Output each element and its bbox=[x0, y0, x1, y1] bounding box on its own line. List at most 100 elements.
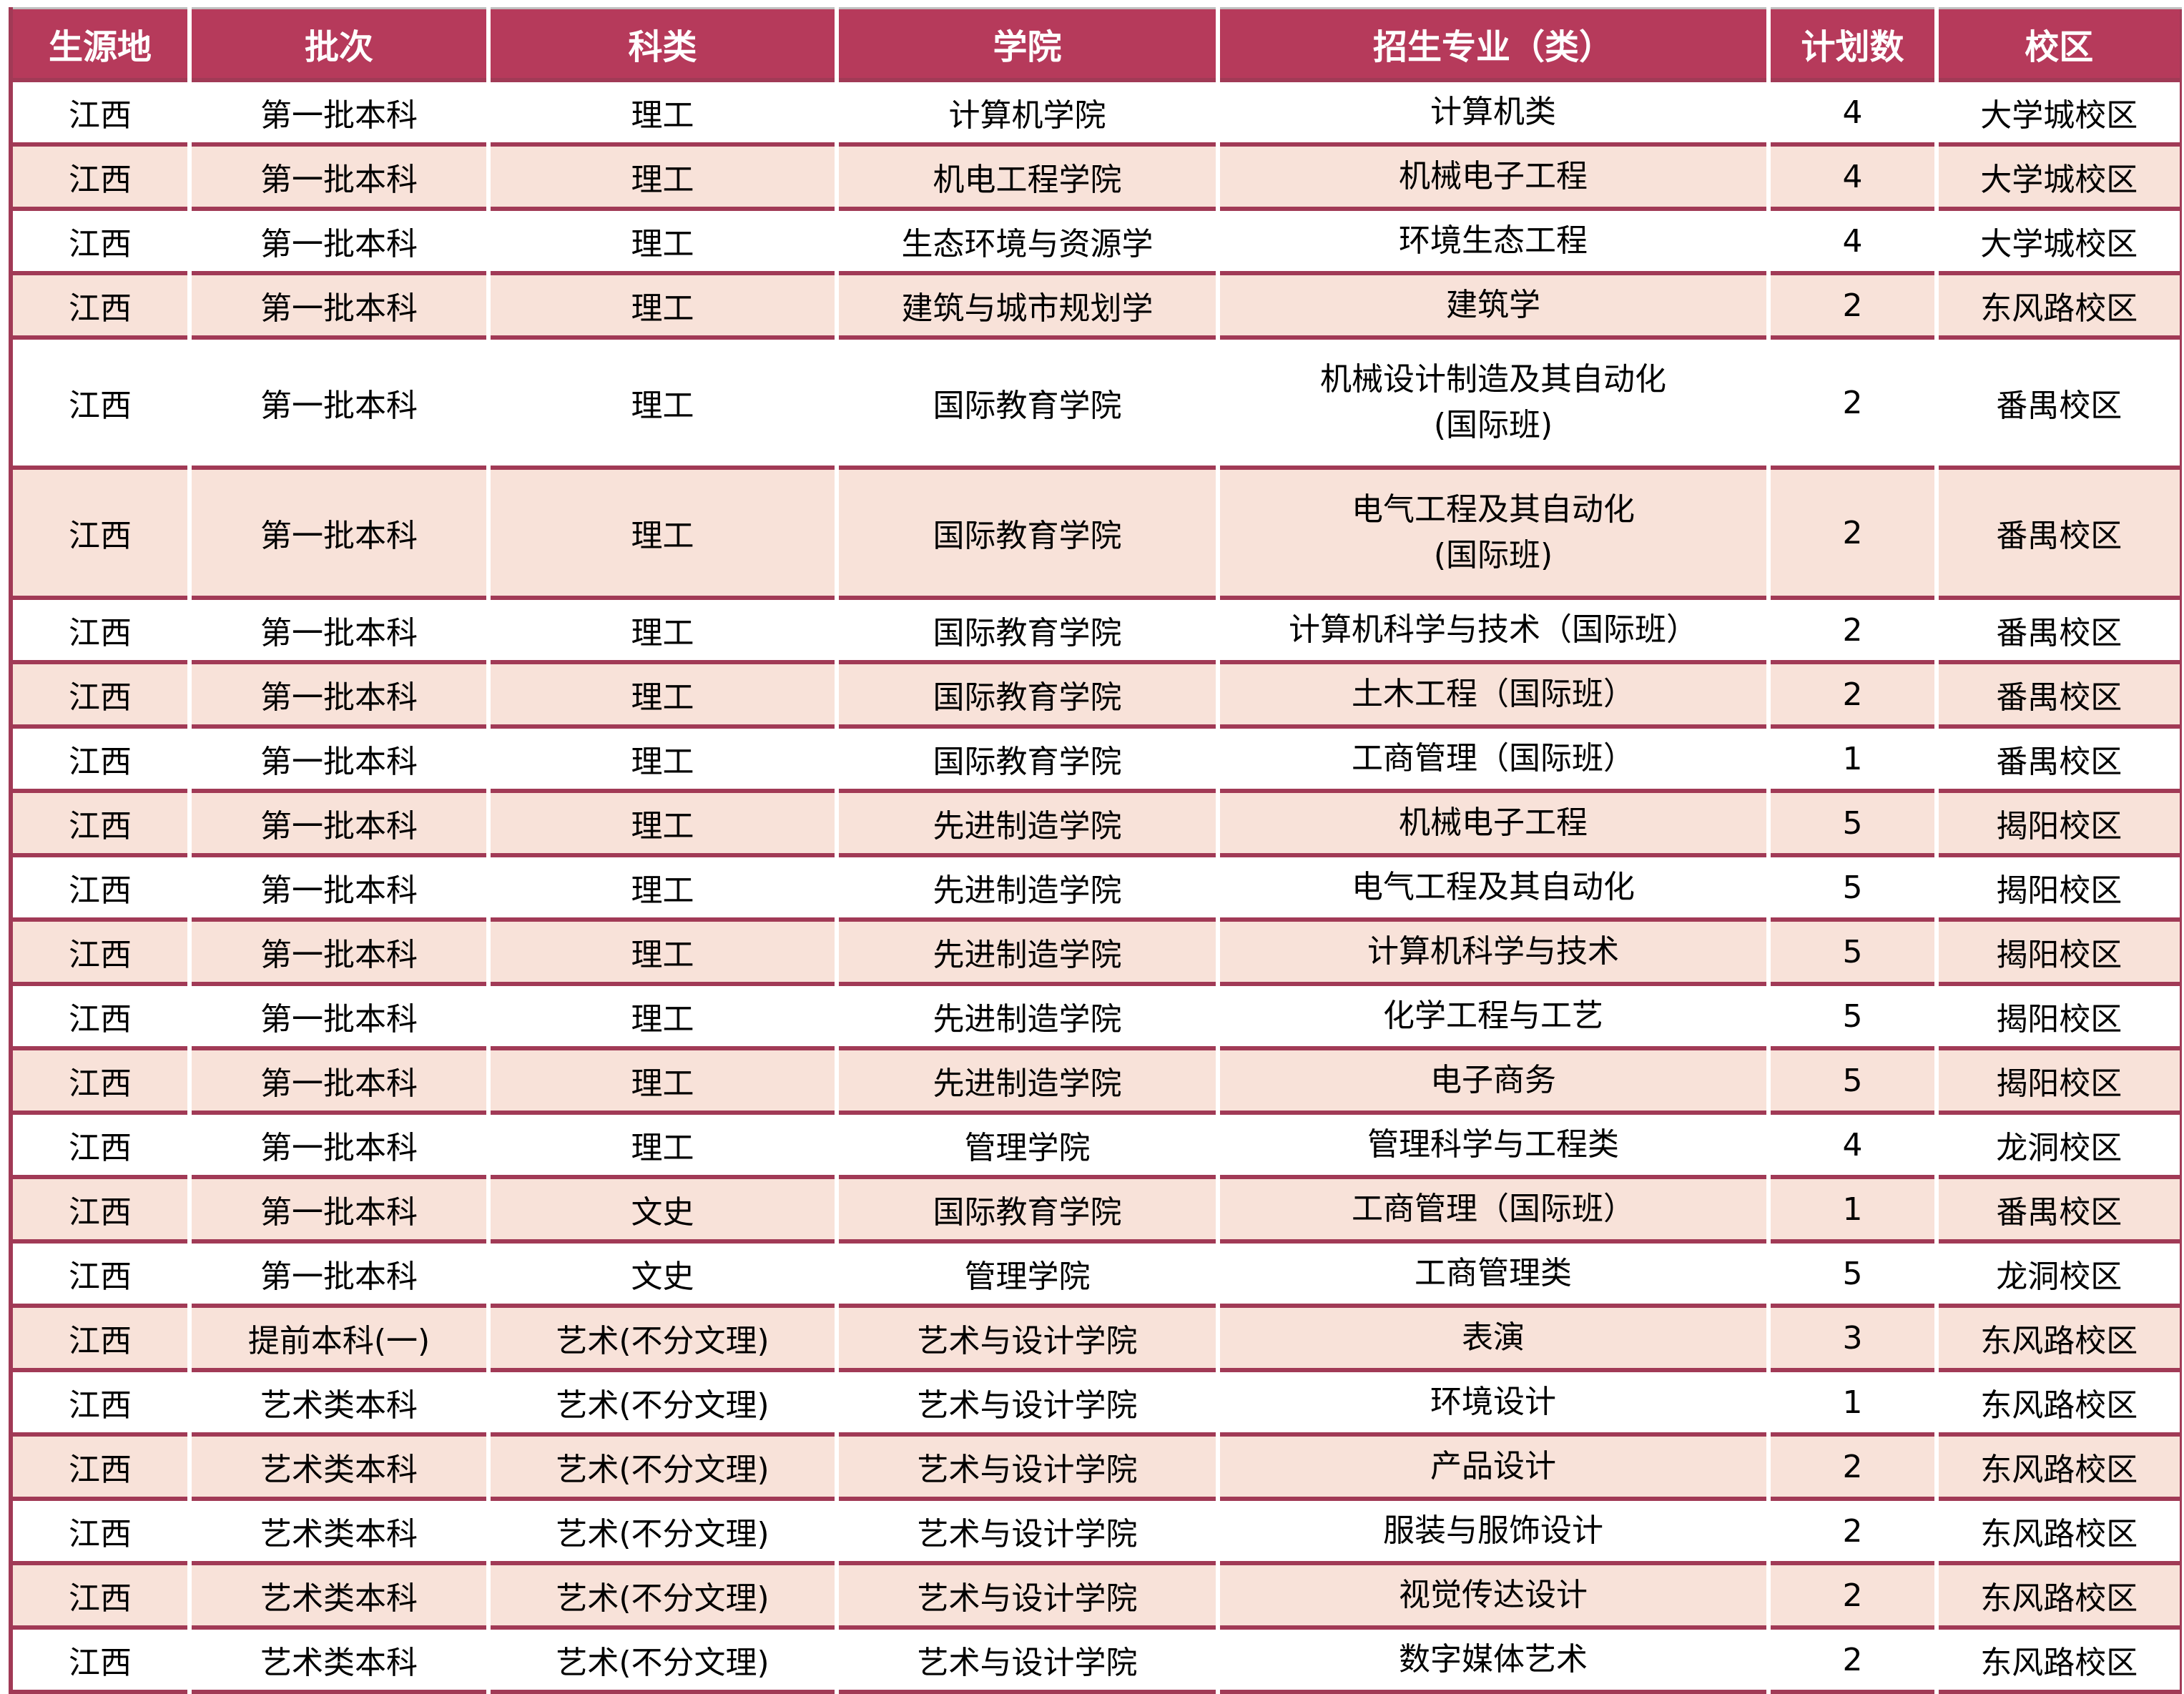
cell-plan: 1 bbox=[1766, 1368, 1937, 1434]
cell-campus: 大学城校区 bbox=[1934, 142, 2180, 209]
cell-major: 机械电子工程 bbox=[1216, 789, 1769, 855]
cell-category: 理工 bbox=[486, 271, 837, 338]
table-row: 江西 第一批本科 理工 管理学院 管理科学与工程类 4 龙洞校区 bbox=[9, 1111, 2180, 1177]
cell-batch: 第一批本科 bbox=[187, 982, 488, 1048]
cell-college: 艺术与设计学院 bbox=[835, 1304, 1218, 1370]
cell-major: 计算机类 bbox=[1216, 78, 1769, 144]
cell-major: 工商管理（国际班） bbox=[1216, 724, 1769, 791]
cell-origin: 江西 bbox=[9, 1304, 190, 1370]
cell-batch: 第一批本科 bbox=[187, 335, 488, 468]
cell-major: 电气工程及其自动化 bbox=[1216, 853, 1769, 920]
header-category: 科类 bbox=[486, 7, 837, 80]
cell-origin: 江西 bbox=[9, 1432, 190, 1499]
cell-plan: 2 bbox=[1766, 271, 1937, 338]
cell-campus: 东风路校区 bbox=[1934, 271, 2180, 338]
cell-campus: 大学城校区 bbox=[1934, 78, 2180, 144]
cell-plan: 2 bbox=[1766, 466, 1937, 598]
cell-batch: 第一批本科 bbox=[187, 724, 488, 791]
cell-origin: 江西 bbox=[9, 917, 190, 984]
table-row: 江西 艺术类本科 艺术(不分文理) 艺术与设计学院 数字媒体艺术 2 东风路校区 bbox=[9, 1625, 2180, 1692]
cell-batch: 第一批本科 bbox=[187, 1175, 488, 1241]
cell-plan: 2 bbox=[1766, 660, 1937, 727]
cell-college: 先进制造学院 bbox=[835, 853, 1218, 920]
cell-major: 计算机科学与技术（国际班） bbox=[1216, 596, 1769, 662]
cell-category: 艺术(不分文理) bbox=[486, 1497, 837, 1563]
header-origin: 生源地 bbox=[9, 7, 190, 80]
cell-plan: 4 bbox=[1766, 142, 1937, 209]
cell-batch: 艺术类本科 bbox=[187, 1561, 488, 1627]
table-row: 江西 第一批本科 理工 机电工程学院 机械电子工程 4 大学城校区 bbox=[9, 142, 2180, 209]
table-row: 江西 艺术类本科 艺术(不分文理) 艺术与设计学院 环境设计 1 东风路校区 bbox=[9, 1368, 2180, 1434]
cell-batch: 第一批本科 bbox=[187, 1111, 488, 1177]
cell-batch: 第一批本科 bbox=[187, 142, 488, 209]
cell-major: 服装与服饰设计 bbox=[1216, 1497, 1769, 1563]
cell-origin: 江西 bbox=[9, 596, 190, 662]
cell-batch: 第一批本科 bbox=[187, 917, 488, 984]
cell-origin: 江西 bbox=[9, 1239, 190, 1306]
cell-origin: 江西 bbox=[9, 982, 190, 1048]
cell-plan: 3 bbox=[1766, 1304, 1937, 1370]
cell-category: 理工 bbox=[486, 789, 837, 855]
cell-batch: 第一批本科 bbox=[187, 1046, 488, 1113]
cell-campus: 东风路校区 bbox=[1934, 1368, 2180, 1434]
cell-plan: 2 bbox=[1766, 596, 1937, 662]
cell-college: 先进制造学院 bbox=[835, 1046, 1218, 1113]
cell-origin: 江西 bbox=[9, 789, 190, 855]
cell-category: 艺术(不分文理) bbox=[486, 1368, 837, 1434]
cell-batch: 提前本科(一) bbox=[187, 1304, 488, 1370]
cell-major: 数字媒体艺术 bbox=[1216, 1625, 1769, 1692]
cell-plan: 2 bbox=[1766, 1625, 1937, 1692]
cell-college: 国际教育学院 bbox=[835, 660, 1218, 727]
cell-plan: 2 bbox=[1766, 1432, 1937, 1499]
cell-campus: 番禺校区 bbox=[1934, 596, 2180, 662]
header-row: 生源地 批次 科类 学院 招生专业（类） 计划数 校区 bbox=[9, 7, 2180, 80]
cell-campus: 东风路校区 bbox=[1934, 1432, 2180, 1499]
table-row: 江西 艺术类本科 艺术(不分文理) 艺术与设计学院 服装与服饰设计 2 东风路校区 bbox=[9, 1497, 2180, 1563]
cell-campus: 东风路校区 bbox=[1934, 1625, 2180, 1692]
cell-plan: 5 bbox=[1766, 917, 1937, 984]
cell-major: 化学工程与工艺 bbox=[1216, 982, 1769, 1048]
cell-category: 理工 bbox=[486, 335, 837, 468]
cell-category: 理工 bbox=[486, 1046, 837, 1113]
cell-category: 理工 bbox=[486, 207, 837, 273]
cell-category: 理工 bbox=[486, 660, 837, 727]
cell-campus: 东风路校区 bbox=[1934, 1304, 2180, 1370]
cell-campus: 大学城校区 bbox=[1934, 207, 2180, 273]
cell-campus: 龙洞校区 bbox=[1934, 1239, 2180, 1306]
cell-plan: 5 bbox=[1766, 789, 1937, 855]
cell-category: 文史 bbox=[486, 1175, 837, 1241]
cell-campus: 揭阳校区 bbox=[1934, 789, 2180, 855]
cell-origin: 江西 bbox=[9, 78, 190, 144]
cell-category: 理工 bbox=[486, 853, 837, 920]
cell-batch: 第一批本科 bbox=[187, 78, 488, 144]
cell-major: 环境设计 bbox=[1216, 1368, 1769, 1434]
cell-campus: 揭阳校区 bbox=[1934, 982, 2180, 1048]
cell-college: 先进制造学院 bbox=[835, 789, 1218, 855]
cell-major: 计算机科学与技术 bbox=[1216, 917, 1769, 984]
cell-category: 理工 bbox=[486, 917, 837, 984]
cell-category: 理工 bbox=[486, 982, 837, 1048]
table-row: 江西 第一批本科 理工 建筑与城市规划学 建筑学 2 东风路校区 bbox=[9, 271, 2180, 338]
cell-plan: 4 bbox=[1766, 78, 1937, 144]
table-body: 江西 第一批本科 理工 计算机学院 计算机类 4 大学城校区 江西 第一批本科 理工 机电工程学院机… bbox=[9, 78, 2180, 1692]
cell-category: 理工 bbox=[486, 724, 837, 791]
cell-batch: 第一批本科 bbox=[187, 596, 488, 662]
cell-campus: 揭阳校区 bbox=[1934, 1046, 2180, 1113]
cell-college: 艺术与设计学院 bbox=[835, 1561, 1218, 1627]
table-row: 江西 第一批本科 理工 国际教育学院 土木工程（国际班） 2 番禺校区 bbox=[9, 660, 2180, 727]
cell-college: 生态环境与资源学 bbox=[835, 207, 1218, 273]
cell-batch: 第一批本科 bbox=[187, 853, 488, 920]
cell-origin: 江西 bbox=[9, 1561, 190, 1627]
cell-college: 艺术与设计学院 bbox=[835, 1368, 1218, 1434]
cell-plan: 5 bbox=[1766, 1239, 1937, 1306]
table-row: 江西 第一批本科 理工 国际教育学院 工商管理（国际班） 1 番禺校区 bbox=[9, 724, 2180, 791]
cell-college: 先进制造学院 bbox=[835, 982, 1218, 1048]
cell-college: 机电工程学院 bbox=[835, 142, 1218, 209]
cell-college: 艺术与设计学院 bbox=[835, 1432, 1218, 1499]
cell-college: 国际教育学院 bbox=[835, 335, 1218, 468]
cell-batch: 第一批本科 bbox=[187, 271, 488, 338]
cell-college: 艺术与设计学院 bbox=[835, 1497, 1218, 1563]
cell-batch: 第一批本科 bbox=[187, 789, 488, 855]
cell-origin: 江西 bbox=[9, 660, 190, 727]
cell-origin: 江西 bbox=[9, 466, 190, 598]
